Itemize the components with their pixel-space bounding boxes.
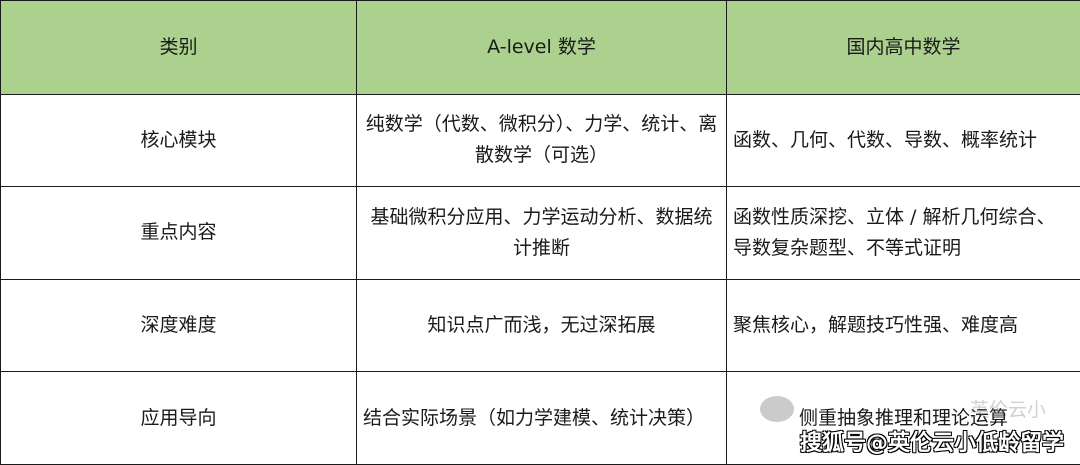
wechat-watermark: 英伦云小 (760, 395, 1046, 422)
cell-domestic: 侧重抽象推理和理论运算 (726, 371, 1080, 465)
watermark-faint-text: 英伦云小 (970, 399, 1047, 421)
cell-domestic: 函数性质深挖、立体 / 解析几何综合、导数复杂题型、不等式证明 (726, 186, 1080, 280)
cell-domestic: 函数、几何、代数、导数、概率统计 (726, 93, 1080, 188)
table-row: 核心模块 纯数学（代数、微积分）、力学、统计、离散数学（可选） 函数、几何、代数… (0, 93, 1080, 188)
table-row: 深度难度 知识点广而浅，无过深拓展 聚焦核心，解题技巧性强、难度高 (0, 278, 1080, 373)
cell-category: 应用导向 (0, 371, 357, 465)
header-row: 类别 A-level 数学 国内高中数学 (0, 0, 1080, 95)
cell-domestic: 聚焦核心，解题技巧性强、难度高 (726, 278, 1080, 373)
cell-alevel: 基础微积分应用、力学运动分析、数据统计推断 (356, 186, 727, 280)
cell-category: 核心模块 (0, 93, 357, 188)
cell-category: 重点内容 (0, 186, 357, 280)
table-row: 应用导向 结合实际场景（如力学建模、统计决策） 侧重抽象推理和理论运算 (0, 371, 1080, 465)
cell-alevel: 知识点广而浅，无过深拓展 (356, 278, 727, 373)
table-row: 重点内容 基础微积分应用、力学运动分析、数据统计推断 函数性质深挖、立体 / 解… (0, 186, 1080, 280)
cell-category: 深度难度 (0, 278, 357, 373)
cell-alevel: 纯数学（代数、微积分）、力学、统计、离散数学（可选） (356, 93, 727, 188)
sohu-watermark: 搜狐号@英伦云小低龄留学 (800, 431, 1065, 456)
cell-alevel: 结合实际场景（如力学建模、统计决策） (356, 371, 727, 465)
header-alevel: A-level 数学 (356, 0, 727, 95)
wechat-icon (760, 395, 794, 422)
header-domestic: 国内高中数学 (726, 0, 1080, 95)
header-category: 类别 (0, 0, 357, 95)
